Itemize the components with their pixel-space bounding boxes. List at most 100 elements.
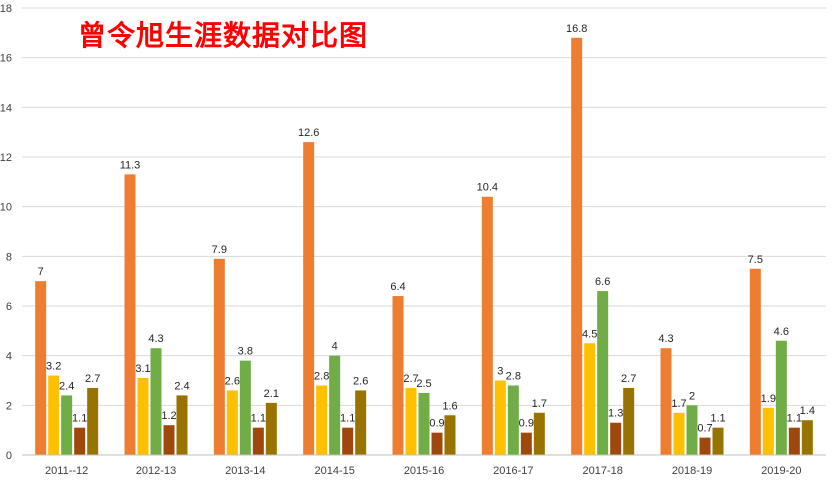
data-label: 2 bbox=[689, 390, 695, 402]
data-labels: 7 3.2 2.4 1.1 2.7 11.3 3.1 4.3 1.2 2.4 7.9 2.6 3.8 1.… bbox=[38, 23, 815, 435]
bar bbox=[686, 405, 698, 455]
data-label: 2.4 bbox=[59, 380, 74, 392]
x-tick-label: 2013-14 bbox=[225, 465, 265, 477]
data-label: 1.1 bbox=[787, 413, 802, 425]
bar bbox=[418, 392, 430, 455]
bar bbox=[124, 174, 136, 455]
bar bbox=[342, 427, 354, 455]
bar bbox=[660, 348, 672, 455]
data-label: 2.4 bbox=[174, 380, 189, 392]
data-label: 16.8 bbox=[566, 23, 587, 35]
bar bbox=[775, 340, 787, 455]
bar bbox=[597, 291, 609, 455]
data-label: 2.6 bbox=[353, 375, 368, 387]
x-tick-label: 2014-15 bbox=[314, 465, 354, 477]
bar bbox=[176, 395, 188, 455]
data-label: 6.6 bbox=[595, 276, 610, 288]
data-label: 1.7 bbox=[671, 398, 686, 410]
bar bbox=[520, 432, 532, 455]
bar bbox=[623, 387, 635, 455]
bar bbox=[712, 427, 724, 455]
data-label: 2.7 bbox=[621, 373, 636, 385]
y-tick-label: 10 bbox=[0, 202, 12, 214]
x-tick-label: 2011--12 bbox=[45, 465, 88, 477]
data-label: 1.7 bbox=[532, 398, 547, 410]
data-label: 2.7 bbox=[403, 373, 418, 385]
data-label: 12.6 bbox=[298, 127, 319, 139]
data-label: 3.8 bbox=[238, 346, 253, 358]
bar bbox=[507, 385, 519, 455]
data-label: 3.1 bbox=[135, 363, 150, 375]
bar bbox=[163, 425, 175, 455]
bar bbox=[571, 37, 583, 456]
bar bbox=[316, 385, 328, 455]
x-tick-label: 2016-17 bbox=[493, 465, 533, 477]
bar bbox=[788, 427, 800, 455]
data-label: 3.2 bbox=[46, 361, 61, 373]
bar bbox=[329, 355, 341, 455]
bar bbox=[405, 387, 417, 455]
bar bbox=[494, 380, 506, 455]
bar bbox=[533, 412, 545, 455]
data-label: 4 bbox=[332, 341, 338, 353]
bar bbox=[226, 390, 238, 455]
bar bbox=[481, 196, 493, 455]
bar bbox=[392, 296, 404, 455]
y-tick-label: 16 bbox=[0, 53, 12, 65]
data-label: 1.1 bbox=[251, 413, 266, 425]
data-label: 1.6 bbox=[442, 400, 457, 412]
bar bbox=[74, 427, 86, 455]
bar bbox=[213, 258, 225, 455]
data-label: 4.5 bbox=[582, 328, 597, 340]
y-tick-label: 14 bbox=[0, 102, 12, 114]
y-tick-label: 8 bbox=[6, 251, 12, 263]
data-label: 2.8 bbox=[506, 370, 521, 382]
bar bbox=[239, 360, 251, 455]
bar bbox=[252, 427, 264, 455]
bar bbox=[355, 390, 367, 455]
y-tick-label: 18 bbox=[0, 3, 12, 15]
bar bbox=[444, 415, 456, 455]
data-label: 1.1 bbox=[340, 413, 355, 425]
x-axis-ticks: 2011--12 2012-13 2013-14 2014-15 2015-16 2016… bbox=[45, 465, 801, 477]
y-tick-label: 12 bbox=[0, 152, 12, 164]
data-label: 7.9 bbox=[212, 244, 227, 256]
data-label: 2.8 bbox=[314, 370, 329, 382]
data-label: 1.1 bbox=[710, 413, 725, 425]
data-label: 1.9 bbox=[761, 393, 776, 405]
data-label: 0.9 bbox=[429, 418, 444, 430]
bar bbox=[610, 422, 622, 455]
bar bbox=[699, 437, 711, 455]
data-label: 4.6 bbox=[774, 326, 789, 338]
data-label: 2.7 bbox=[85, 373, 100, 385]
data-label: 1.3 bbox=[608, 408, 623, 420]
bar bbox=[87, 387, 99, 455]
data-label: 11.3 bbox=[120, 159, 141, 171]
bar bbox=[762, 407, 774, 455]
data-label: 1.1 bbox=[72, 413, 87, 425]
data-label: 2.6 bbox=[225, 375, 240, 387]
bar bbox=[431, 432, 443, 455]
x-tick-label: 2018-19 bbox=[672, 465, 712, 477]
bar bbox=[150, 348, 162, 455]
bar bbox=[801, 420, 813, 455]
data-label: 0.7 bbox=[697, 423, 712, 435]
data-label: 7 bbox=[38, 266, 44, 278]
data-label: 4.3 bbox=[658, 333, 673, 345]
data-label: 3 bbox=[497, 366, 503, 378]
y-tick-label: 4 bbox=[6, 351, 12, 363]
y-tick-label: 2 bbox=[6, 400, 12, 412]
x-tick-label: 2015-16 bbox=[404, 465, 444, 477]
data-label: 2.1 bbox=[264, 388, 279, 400]
bar bbox=[265, 402, 277, 455]
bar bbox=[35, 281, 47, 455]
bar bbox=[137, 378, 149, 455]
data-label: 6.4 bbox=[390, 281, 405, 293]
gridlines bbox=[22, 7, 826, 406]
bars bbox=[35, 37, 813, 456]
bar bbox=[303, 142, 315, 455]
data-label: 10.4 bbox=[477, 182, 498, 194]
bar bbox=[584, 343, 596, 455]
data-label: 2.5 bbox=[416, 378, 431, 390]
